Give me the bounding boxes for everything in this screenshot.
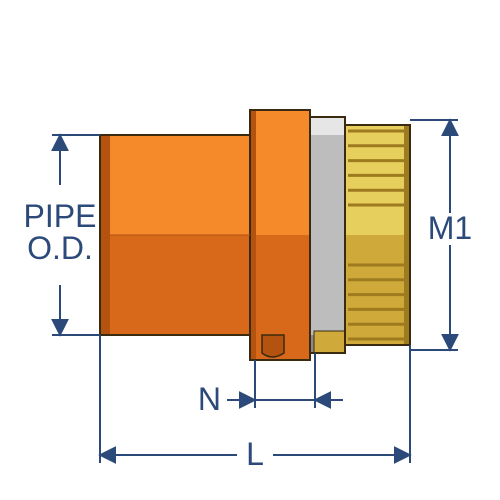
label-m1: M1 [428, 210, 472, 246]
label-n: N [198, 381, 221, 417]
label-pipe: PIPE [24, 198, 97, 234]
label-od: O.D. [27, 230, 93, 266]
fitting-dimension-diagram: PIPEO.D. M1 LN [0, 0, 500, 500]
label-l: L [246, 436, 264, 472]
